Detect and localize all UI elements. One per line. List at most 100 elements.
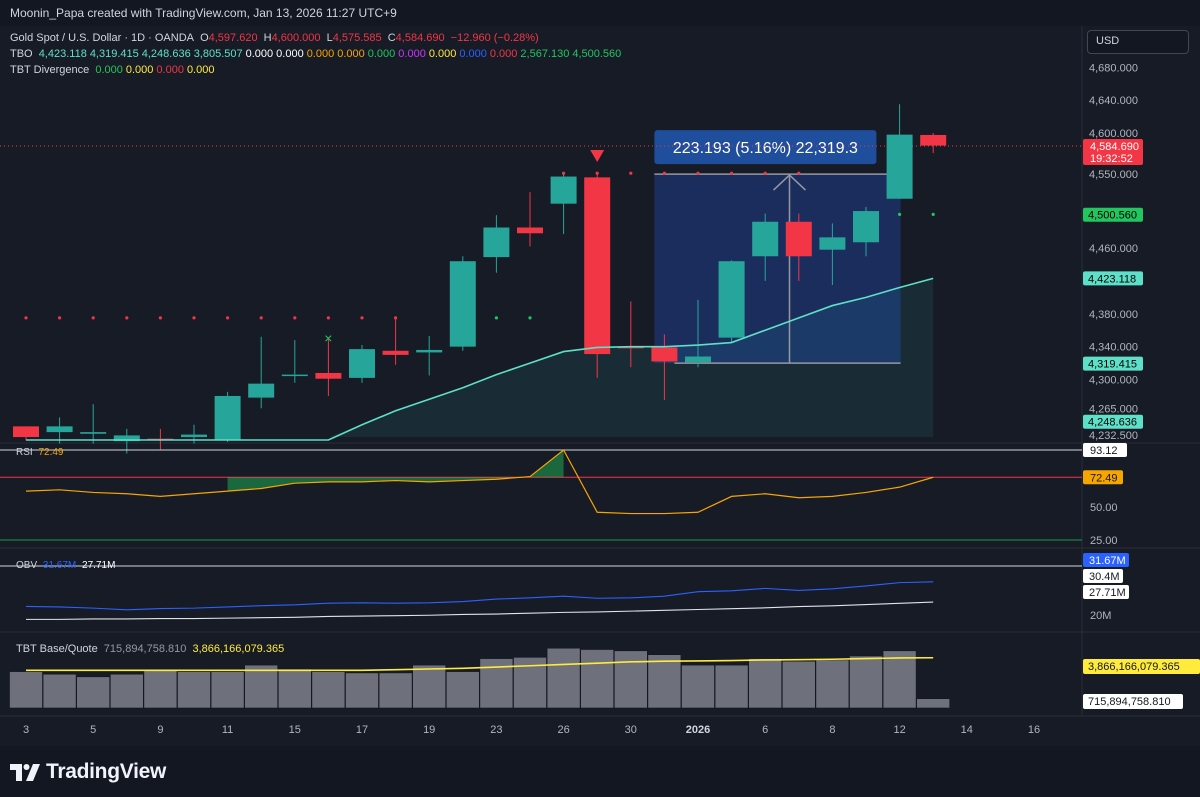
candle-body[interactable] — [181, 434, 207, 438]
time-axis-label: 17 — [356, 724, 368, 736]
price-axis-label: 4,680.000 — [1089, 62, 1138, 74]
tbo-legend: TBO 4,423.118 4,319.415 4,248.636 3,805.507… — [10, 48, 624, 60]
rsi-name[interactable]: RSI — [16, 447, 33, 458]
tradingview-logo[interactable]: TradingView — [10, 760, 166, 784]
tbt-base-quote-bar[interactable] — [882, 650, 917, 709]
obv-tag-2-bg — [1083, 569, 1123, 583]
tbt-base-quote-bar[interactable] — [277, 668, 312, 709]
main-pane[interactable]: 223.193 (5.16%) 22,319.3 × — [0, 104, 1082, 454]
obv-tag-1-bg — [1083, 553, 1129, 567]
candle-body[interactable] — [785, 221, 812, 257]
tbt-base-quote-bar[interactable] — [210, 671, 245, 709]
tbo-value-9: 0.000 — [398, 48, 426, 60]
candle-body[interactable] — [886, 134, 913, 199]
currency-label: USD — [1096, 35, 1120, 47]
tbo-price-tag-c-text: 4,319.415 — [1088, 359, 1137, 371]
close-value: 4,584.690 — [395, 32, 445, 44]
tbt-base-quote-bar[interactable] — [76, 676, 110, 709]
price-axis-label: 4,265.000 — [1089, 403, 1138, 415]
tbo-value-0: 4,423.118 — [38, 48, 87, 60]
tbt-base-quote-bar[interactable] — [647, 654, 682, 709]
tbt-base-quote-bar[interactable] — [311, 671, 346, 709]
candle-body[interactable] — [685, 356, 711, 363]
tbo-red-dot — [293, 316, 297, 320]
tbt-base-quote-bar[interactable] — [546, 647, 581, 709]
tbt-base-quote-bar[interactable] — [177, 671, 211, 709]
candle-body[interactable] — [315, 372, 342, 379]
candle-body[interactable] — [80, 432, 107, 434]
tbt-base-quote-bar[interactable] — [748, 658, 783, 709]
price-axis[interactable]: 4,680.000 4,640.000 4,600.000 4,550.000 4,46… — [1083, 62, 1200, 709]
tbt-base-quote-bar[interactable] — [9, 671, 43, 709]
candle-body[interactable] — [382, 350, 409, 355]
candle-body[interactable] — [13, 426, 39, 438]
tbo-red-dot — [125, 316, 129, 320]
tbt-base-quote-bar[interactable] — [110, 673, 144, 709]
tbt-base-quote-bar[interactable] — [714, 664, 749, 709]
tbo-red-dot — [360, 316, 364, 320]
candle-body[interactable] — [46, 426, 73, 433]
tbt-base-quote-bar[interactable] — [445, 671, 480, 709]
rsi-pane[interactable] — [0, 449, 1082, 541]
obv-name[interactable]: OBV — [16, 560, 38, 571]
tbo-red-dot — [58, 316, 62, 320]
tbt-base-quote-bar[interactable] — [681, 664, 715, 709]
tbt-base-quote-bar[interactable] — [143, 669, 178, 709]
candle-body[interactable] — [113, 435, 140, 442]
candle-body[interactable] — [920, 134, 947, 146]
tbo-value-12: 0.000 — [489, 48, 518, 60]
obv-pane[interactable] — [0, 565, 1082, 620]
tbt-base-quote-bar[interactable] — [345, 672, 379, 709]
price-axis-label: 4,600.000 — [1089, 128, 1138, 140]
price-axis-label: 4,640.000 — [1089, 95, 1138, 107]
candle-body[interactable] — [617, 346, 644, 349]
bq-tag-2-text: 715,894,758.810 — [1088, 696, 1171, 708]
tbt-divergence-value-3: 0.000 — [186, 64, 215, 76]
top-bar: Moonin_Papa created with TradingView.com… — [0, 0, 1200, 26]
tbt-base-quote-name[interactable]: TBT Base/Quote — [16, 643, 98, 655]
tbt-base-quote-bar[interactable] — [244, 664, 278, 709]
tbt-base-quote-pane[interactable] — [9, 647, 951, 709]
candle-body[interactable] — [651, 347, 678, 362]
candle-body[interactable] — [517, 227, 543, 234]
candle-body[interactable] — [416, 349, 443, 353]
tbt-base-quote-bar[interactable] — [815, 659, 850, 709]
tbt-base-quote-bar[interactable] — [580, 649, 615, 709]
candle-body[interactable] — [584, 177, 611, 355]
candle-body[interactable] — [718, 261, 745, 338]
candle-body[interactable] — [853, 211, 879, 243]
candle-body[interactable] — [819, 237, 846, 250]
main-legend: Gold Spot / U.S. Dollar · 1D · OANDA O4,… — [10, 32, 542, 44]
rsi-upper-tag-text: 93.12 — [1090, 445, 1118, 457]
candle-body[interactable] — [752, 221, 779, 257]
tbt-base-quote-bar[interactable] — [412, 664, 447, 709]
candle-body[interactable] — [214, 395, 241, 440]
tbo-red-dot — [226, 316, 230, 320]
candle-body[interactable] — [550, 176, 577, 204]
obv-tag-3-bg — [1083, 585, 1129, 599]
candle-body[interactable] — [449, 261, 476, 347]
candle-body[interactable] — [349, 349, 375, 378]
tbo-price-tag-d-bg — [1083, 414, 1143, 429]
currency-button[interactable]: USD — [1087, 30, 1189, 54]
tbo-value-6: 0.000 — [306, 48, 335, 60]
tbo-value-13: 2,567.130 — [520, 48, 570, 60]
tbt-base-quote-bar[interactable] — [378, 672, 413, 709]
symbol-title[interactable]: Gold Spot / U.S. Dollar · 1D · OANDA — [10, 32, 194, 44]
measure-box[interactable] — [654, 174, 901, 364]
tbt-base-quote-bar[interactable] — [781, 660, 816, 709]
tbt-divergence-name[interactable]: TBT Divergence — [10, 64, 90, 76]
rsi-value: 72.49 — [38, 447, 64, 458]
time-axis[interactable]: 3 5 9 11 15 17 19 23 26 30 2026 6 8 12 14 16 — [23, 724, 1040, 736]
tbo-red-dot-upper — [797, 171, 801, 175]
tbt-base-quote-bar[interactable] — [849, 655, 883, 709]
candle-body[interactable] — [248, 383, 275, 398]
tbt-base-quote-bar[interactable] — [613, 650, 648, 709]
candle-body[interactable] — [281, 374, 308, 377]
tbt-base-quote-bar[interactable] — [42, 673, 77, 709]
candle-body[interactable] — [483, 227, 510, 258]
tbt-base-quote-bar[interactable] — [916, 698, 951, 709]
tbo-name[interactable]: TBO — [10, 48, 33, 60]
tbo-value-1: 4,319.415 — [89, 48, 139, 60]
